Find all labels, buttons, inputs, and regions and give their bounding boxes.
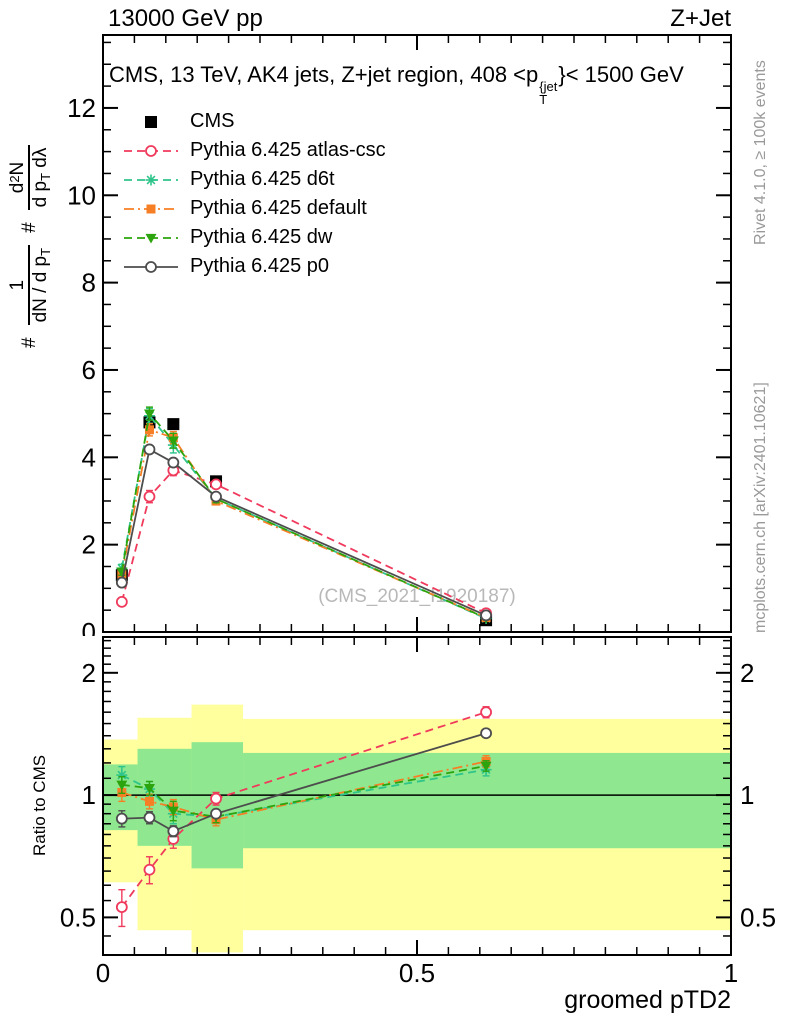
process-label: Z+Jet (670, 5, 731, 32)
svg-text:4: 4 (82, 442, 96, 472)
legend: CMS Pythia 6.425 atlas-csc Pythia 6.425 … (122, 107, 386, 281)
svg-text:2: 2 (82, 658, 96, 688)
d6t-marker-icon (124, 174, 178, 185)
svg-text:0: 0 (96, 958, 110, 988)
plot-title-suffix: }< 1500 GeV (558, 62, 684, 87)
svg-text:0.5: 0.5 (399, 958, 435, 988)
svg-text:0.5: 0.5 (740, 902, 776, 932)
legend-item-p0: Pythia 6.425 p0 (122, 252, 386, 281)
legend-label-atlas-csc: Pythia 6.425 atlas-csc (190, 139, 386, 161)
plot-title-text: CMS, 13 TeV, AK4 jets, Z+jet region, 408… (109, 62, 539, 87)
x-axis-label: groomed pTD2 (564, 986, 731, 1014)
svg-text:0: 0 (82, 617, 96, 647)
legend-item-d6t: Pythia 6.425 d6t (122, 165, 386, 194)
main-frame (102, 34, 732, 633)
series-pythia-6-425-p0 (115, 443, 492, 622)
svg-text:6: 6 (82, 355, 96, 385)
p0-marker-icon (124, 260, 178, 273)
atlas-csc-marker-icon (124, 144, 178, 157)
legend-item-dw: Pythia 6.425 dw (122, 223, 386, 252)
svg-text:10: 10 (67, 180, 96, 210)
plot-title: CMS, 13 TeV, AK4 jets, Z+jet region, 408… (109, 62, 684, 106)
legend-label-p0: Pythia 6.425 p0 (190, 255, 329, 277)
plot-title-subscript: T (539, 92, 548, 107)
svg-text:0.5: 0.5 (60, 902, 96, 932)
legend-label-default: Pythia 6.425 default (190, 197, 367, 219)
x-tick-labels: 0 0.5 1 (96, 958, 738, 988)
ratio-y-tick-labels: 0.5 0.5 1 1 2 2 (60, 658, 776, 933)
legend-label-cms: CMS (190, 110, 235, 132)
svg-text:2: 2 (82, 530, 96, 560)
legend-item-cms: CMS (122, 107, 386, 136)
series-pythia-6-425-p0 (115, 727, 492, 838)
legend-label-d6t: Pythia 6.425 d6t (190, 168, 335, 190)
plot-title-superscript: {jet (539, 79, 558, 94)
svg-text:2: 2 (740, 658, 754, 688)
main-y-tick-labels: 0 2 4 6 8 10 12 (67, 93, 96, 647)
svg-text:1: 1 (724, 958, 738, 988)
plot-title-supsub: {jet T (539, 80, 557, 106)
legend-item-atlas-csc: Pythia 6.425 atlas-csc (122, 136, 386, 165)
legend-item-default: Pythia 6.425 default (122, 194, 386, 223)
analysis-id-watermark: (CMS_2021_I1920187) (318, 586, 516, 607)
axis-ticks (102, 35, 732, 955)
svg-text:1: 1 (82, 780, 96, 810)
series-pythia-6-425-dw (116, 406, 492, 624)
cms-marker-icon (145, 115, 157, 128)
svg-text:8: 8 (82, 268, 96, 298)
legend-label-dw: Pythia 6.425 dw (190, 226, 333, 248)
beam-energy-label: 13000 GeV pp (108, 5, 263, 32)
dw-marker-icon (124, 233, 178, 243)
default-marker-icon (124, 204, 178, 213)
svg-text:1: 1 (740, 780, 754, 810)
ratio-uncertainty-bands (103, 704, 731, 953)
svg-text:12: 12 (67, 93, 96, 123)
